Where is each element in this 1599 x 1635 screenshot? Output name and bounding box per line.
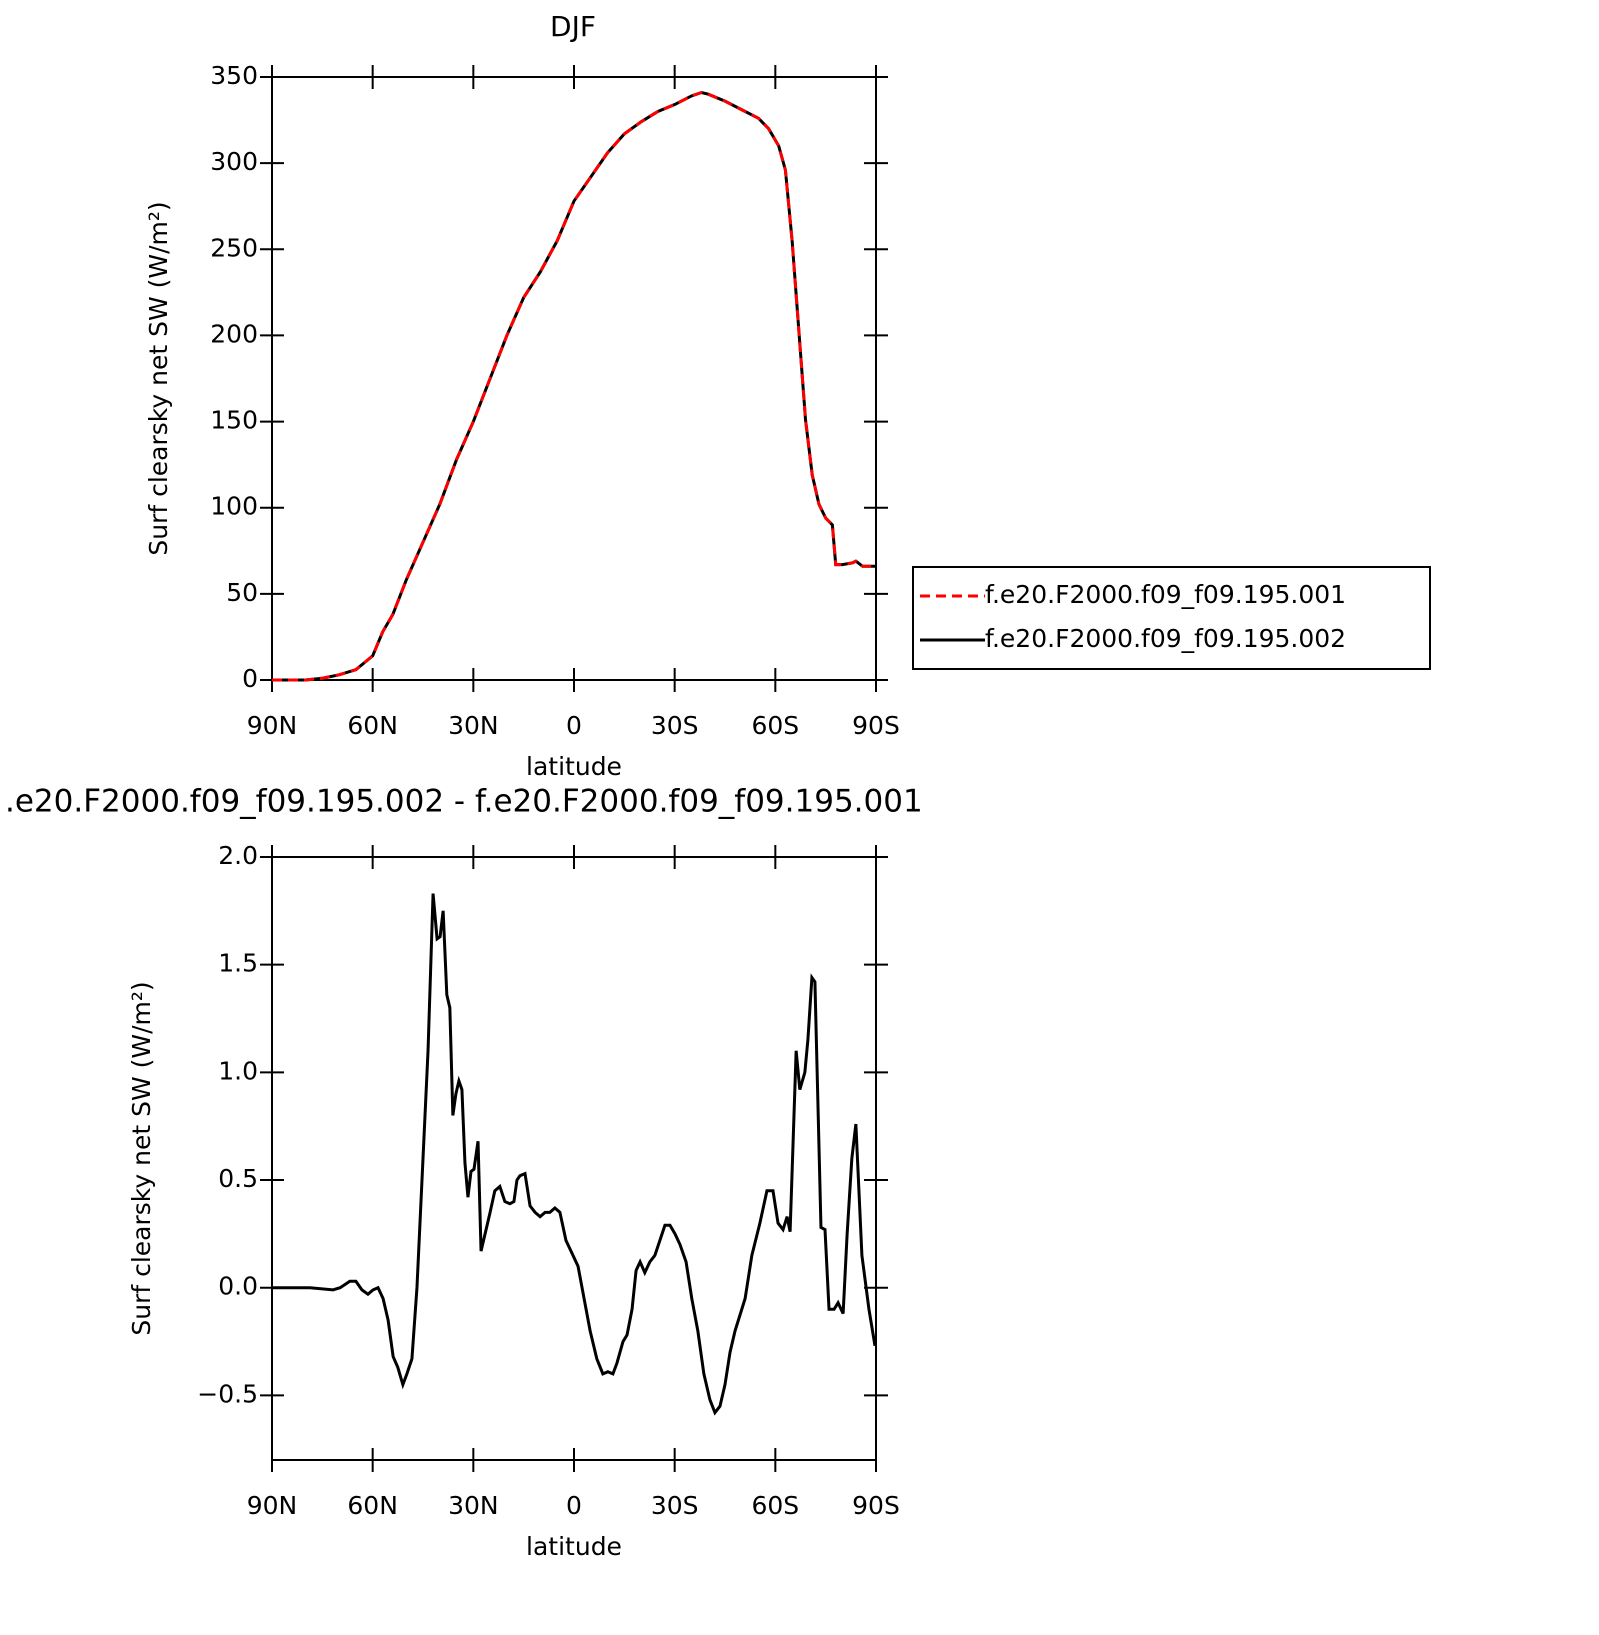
data-line <box>272 90 876 682</box>
x-axis-label: latitude <box>526 1532 622 1561</box>
x-tick-label: 90N <box>247 711 298 740</box>
y-tick-label: 0.5 <box>218 1164 258 1193</box>
y-tick-label: 350 <box>210 61 258 90</box>
x-tick-label: 0 <box>566 711 582 740</box>
y-tick-label: 250 <box>210 233 258 262</box>
chart-title: DJF <box>550 10 596 43</box>
data-line <box>272 90 876 682</box>
x-tick-label: 30N <box>448 1491 499 1520</box>
y-tick-label: 0 <box>242 664 258 693</box>
y-tick-label: 200 <box>210 319 258 348</box>
x-tick-label: 30S <box>651 1491 699 1520</box>
x-tick-label: 30N <box>448 711 499 740</box>
x-tick-label: 90S <box>852 1491 900 1520</box>
legend-box <box>912 566 1431 670</box>
legend-label: f.e20.F2000.f09_f09.195.002 <box>985 624 1346 653</box>
plot-frame <box>271 856 877 1461</box>
chart-title: .e20.F2000.f09_f09.195.002 - f.e20.F2000… <box>5 784 923 820</box>
x-tick-label: 60N <box>347 1491 398 1520</box>
x-tick-label: 90N <box>247 1491 298 1520</box>
y-tick-label: 150 <box>210 406 258 435</box>
y-tick-label: 1.5 <box>218 949 258 978</box>
y-tick-label: 300 <box>210 147 258 176</box>
y-axis-label: Surf clearsky net SW (W/m²) <box>144 201 173 555</box>
x-axis-label: latitude <box>526 752 622 781</box>
y-tick-label: 2.0 <box>218 841 258 870</box>
data-line <box>272 893 877 1416</box>
y-tick-label: 50 <box>226 578 258 607</box>
y-tick-label: 1.0 <box>218 1056 258 1085</box>
x-tick-label: 30S <box>651 711 699 740</box>
y-axis-label: Surf clearsky net SW (W/m²) <box>127 981 156 1335</box>
x-tick-label: 0 <box>566 1491 582 1520</box>
y-tick-label: −0.5 <box>197 1379 258 1408</box>
x-tick-label: 90S <box>852 711 900 740</box>
x-tick-label: 60N <box>347 711 398 740</box>
x-tick-label: 60S <box>751 1491 799 1520</box>
y-tick-label: 100 <box>210 492 258 521</box>
x-tick-label: 60S <box>751 711 799 740</box>
y-tick-label: 0.0 <box>218 1272 258 1301</box>
legend-label: f.e20.F2000.f09_f09.195.001 <box>985 580 1346 609</box>
plot-frame <box>271 76 877 681</box>
